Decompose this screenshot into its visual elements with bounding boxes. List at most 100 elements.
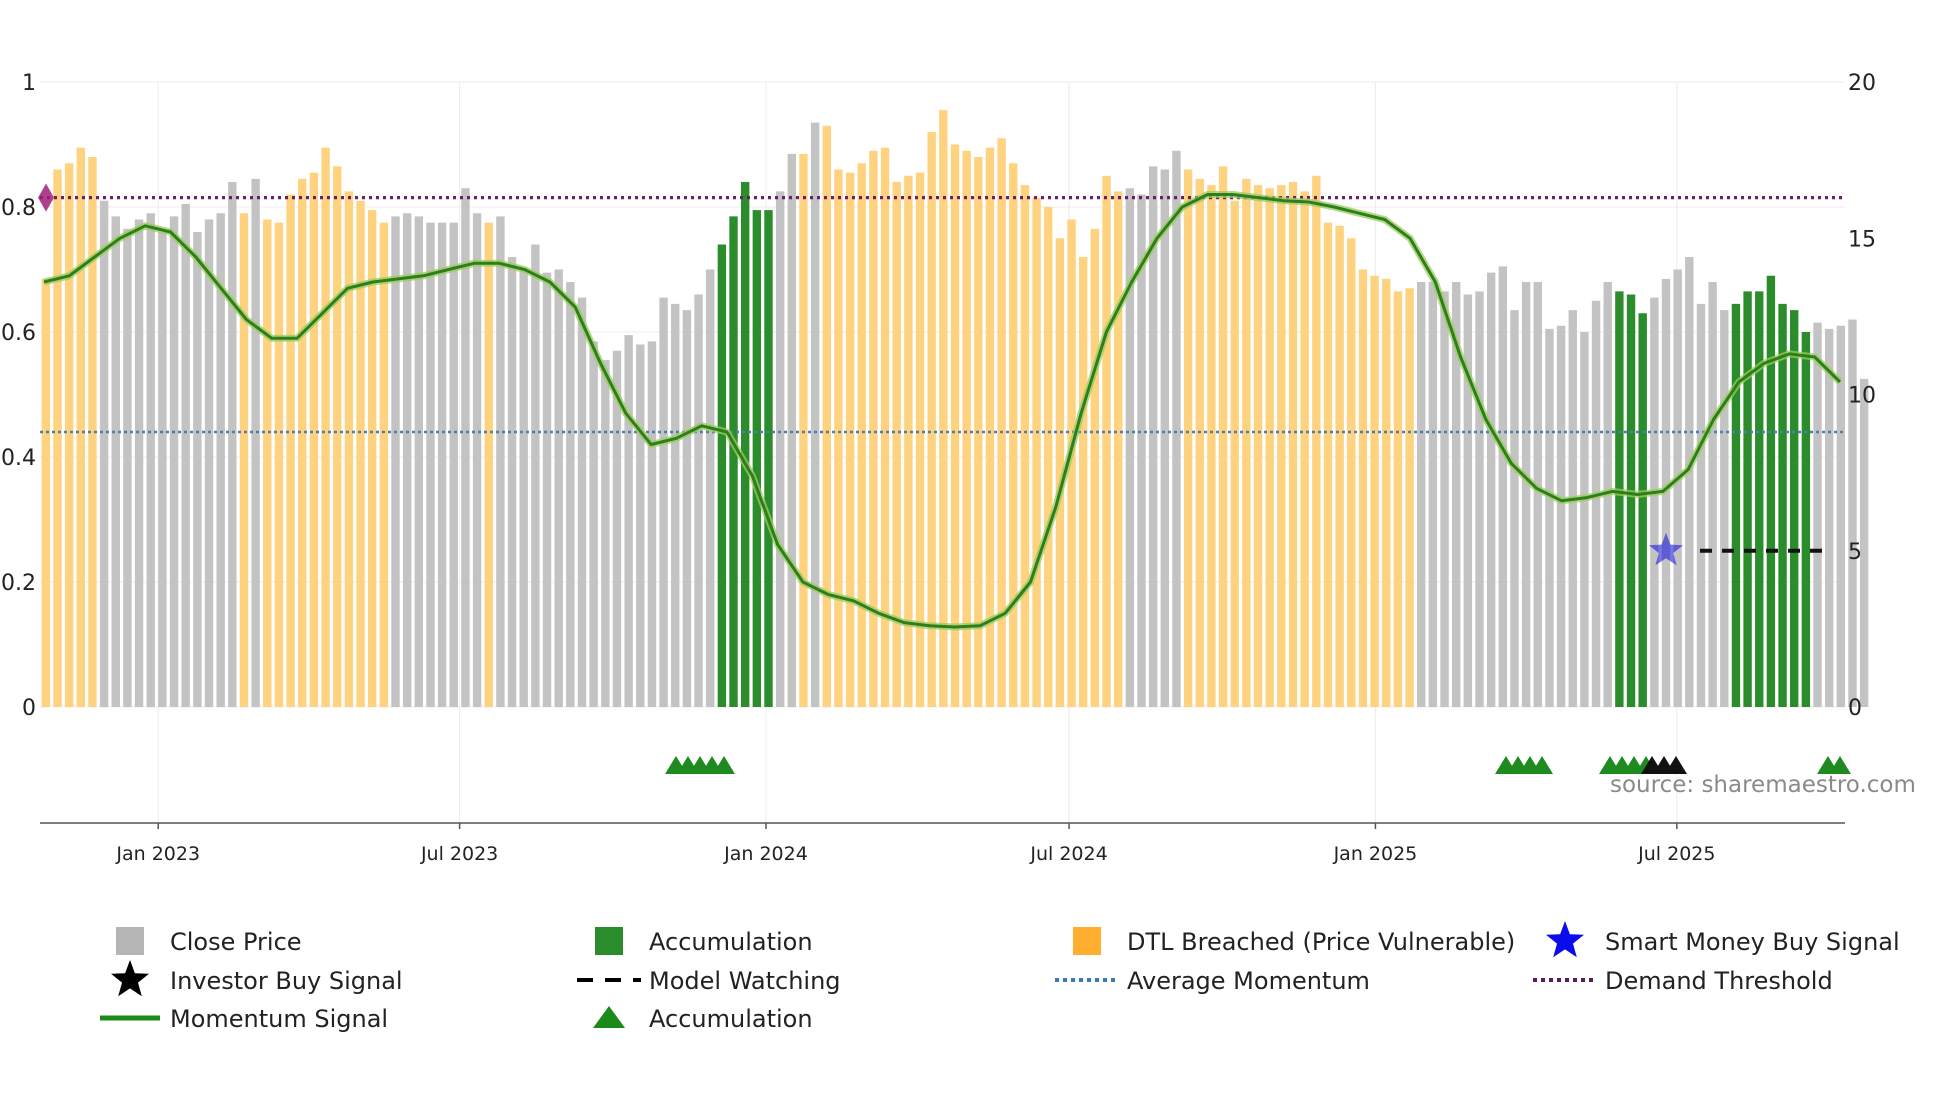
legend-label: Close Price xyxy=(170,928,302,956)
dtl-breached-bar xyxy=(1009,163,1017,707)
close-price-bar xyxy=(403,213,411,707)
accumulation-bar xyxy=(753,210,761,707)
dtl-breached-bar xyxy=(997,138,1005,707)
legend-swatch xyxy=(595,927,623,955)
close-price-bar xyxy=(1440,291,1448,707)
dtl-breached-bar xyxy=(310,173,318,707)
legend-swatch xyxy=(593,1006,625,1028)
close-price-bar xyxy=(182,204,190,707)
dtl-breached-bar xyxy=(858,163,866,707)
legend-item: Smart Money Buy Signal xyxy=(1546,921,1900,957)
legend-label: Model Watching xyxy=(649,967,841,995)
dtl-breached-bar xyxy=(240,213,248,707)
dtl-breached-bar xyxy=(1324,223,1332,707)
accumulation-bar xyxy=(1743,291,1751,707)
dtl-breached-bar xyxy=(1219,166,1227,707)
close-price-bar xyxy=(554,270,562,708)
dtl-breached-bar xyxy=(823,126,831,707)
dtl-breached-bar xyxy=(53,170,61,708)
close-price-bar xyxy=(520,270,528,708)
close-price-bar xyxy=(1569,310,1577,707)
dtl-breached-bar xyxy=(1114,191,1122,707)
dtl-breached-bar xyxy=(1242,179,1250,707)
dtl-breached-bar xyxy=(333,166,341,707)
close-price-bar xyxy=(1417,282,1425,707)
accumulation-bar xyxy=(1778,304,1786,707)
close-price-bar xyxy=(531,245,539,708)
close-price-bar xyxy=(1825,329,1833,707)
close-price-bar xyxy=(1545,329,1553,707)
close-price-bar xyxy=(1580,332,1588,707)
dtl-breached-bar xyxy=(1266,188,1274,707)
close-price-bar xyxy=(1813,323,1821,707)
dtl-breached-bar xyxy=(1032,198,1040,707)
source-label: source: sharemaestro.com xyxy=(1610,772,1916,798)
dtl-breached-bar xyxy=(1091,229,1099,707)
legend-swatch xyxy=(1546,921,1584,957)
close-price-bar xyxy=(543,273,551,707)
legend-label: Investor Buy Signal xyxy=(170,967,403,995)
right-tick-label: 5 xyxy=(1848,540,1862,565)
dtl-breached-bar xyxy=(846,173,854,707)
dtl-breached-bar xyxy=(1207,185,1215,707)
accumulation-bar xyxy=(1755,291,1763,707)
close-price-bar xyxy=(112,216,120,707)
dtl-breached-bar xyxy=(799,154,807,707)
chart: 00.20.40.60.8105101520Jan 2023 Jul 2023 Ja… xyxy=(0,0,1960,1102)
close-price-bar xyxy=(589,341,597,707)
close-price-bar xyxy=(100,201,108,707)
close-price-bar xyxy=(811,123,819,707)
legend-item: Close Price xyxy=(116,927,302,956)
close-price-bar xyxy=(1499,266,1507,707)
legend-swatch xyxy=(116,927,144,955)
close-price-bar xyxy=(147,213,155,707)
close-price-bar xyxy=(1172,151,1180,707)
dtl-breached-bar xyxy=(1370,276,1378,707)
dtl-breached-bar xyxy=(1347,238,1355,707)
close-price-bar xyxy=(601,360,609,707)
dtl-breached-bar xyxy=(298,179,306,707)
dtl-breached-bar xyxy=(1289,182,1297,707)
legend-label: Accumulation xyxy=(649,928,813,956)
close-price-bar xyxy=(123,229,131,707)
dtl-breached-bar xyxy=(1359,270,1367,708)
close-price-bar xyxy=(1429,282,1437,707)
dtl-breached-bar xyxy=(275,223,283,707)
legend-swatch xyxy=(111,960,149,996)
accumulation-bar xyxy=(1767,276,1775,707)
close-price-bar xyxy=(450,223,458,707)
legend-label: Momentum Signal xyxy=(170,1005,388,1033)
dtl-breached-bar xyxy=(1277,185,1285,707)
close-price-bar xyxy=(496,216,504,707)
close-price-bar xyxy=(438,223,446,707)
close-price-bar xyxy=(578,298,586,707)
legend-item: Average Momentum xyxy=(1055,967,1370,995)
dtl-breached-bar xyxy=(356,201,364,707)
x-tick-label: Jan 2024 xyxy=(723,843,808,865)
close-price-bar xyxy=(508,257,516,707)
dtl-breached-bar xyxy=(42,279,50,707)
right-tick-label: 0 xyxy=(1848,696,1862,721)
dtl-breached-bar xyxy=(881,148,889,707)
dtl-breached-bar xyxy=(321,148,329,707)
legend-item: Momentum Signal xyxy=(100,1005,388,1033)
accumulation-bar xyxy=(1615,291,1623,707)
close-price-bar xyxy=(683,310,691,707)
dtl-breached-bar xyxy=(904,176,912,707)
bars-layer xyxy=(42,110,1869,707)
dtl-breached-bar xyxy=(951,145,959,708)
close-price-bar xyxy=(251,179,259,707)
dtl-breached-bar xyxy=(1079,257,1087,707)
left-tick-label: 0.4 xyxy=(1,446,36,471)
close-price-bar xyxy=(659,298,667,707)
left-tick-label: 0.6 xyxy=(1,321,36,346)
dtl-breached-bar xyxy=(263,220,271,708)
x-tick-label: Jul 2023 xyxy=(420,843,498,865)
accumulation-bar xyxy=(1638,313,1646,707)
dtl-breached-bar xyxy=(1231,201,1239,707)
close-price-bar xyxy=(1720,310,1728,707)
legend-item: Accumulation xyxy=(595,927,813,956)
legend-label: DTL Breached (Price Vulnerable) xyxy=(1127,928,1515,956)
dtl-breached-bar xyxy=(1405,288,1413,707)
dtl-breached-bar xyxy=(1021,185,1029,707)
